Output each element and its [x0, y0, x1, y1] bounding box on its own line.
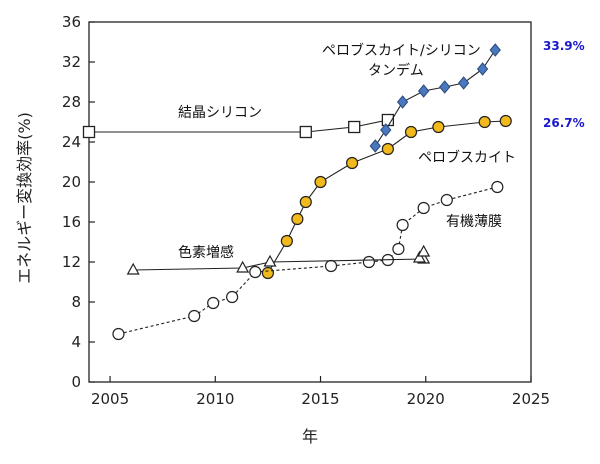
y-tick-label-8: 32 [62, 53, 81, 71]
text-layer: 結晶シリコン ペロブスカイト ペロブスカイト/シリコンタンデム 有機薄膜 色素増… [15, 39, 585, 446]
series-2-point-6 [476, 62, 489, 76]
series-1-point-0 [261, 266, 275, 280]
series-0-line [89, 119, 388, 133]
x-tick-label-2: 2015 [301, 390, 339, 408]
series-3-point-0 [112, 327, 125, 341]
y-tick-label-2: 8 [71, 293, 81, 311]
series-4-point-4 [412, 250, 426, 263]
value-label-perovskite: 26.7% [543, 116, 585, 130]
label-tandem: ペロブスカイト/シリコンタンデム [322, 42, 481, 79]
value-label-tandem: 33.9% [543, 39, 585, 53]
series-0 [82, 113, 395, 139]
series-4 [126, 244, 431, 275]
label-tandem-line-1: タンデム [368, 62, 424, 79]
series-3-point-8 [392, 242, 405, 256]
series-1-point-10 [499, 114, 512, 128]
y-tick-label-4: 16 [62, 213, 81, 231]
y-tick-label-0: 0 [71, 373, 81, 391]
x-tick-label-1: 2010 [196, 390, 234, 408]
y-tick-label-7: 28 [62, 93, 81, 111]
y-tick-label-3: 12 [62, 253, 81, 271]
series-2-point-5 [457, 76, 470, 90]
label-tandem-line-0: ペロブスカイト/シリコン [322, 42, 481, 59]
series-1-point-8 [432, 120, 445, 134]
y-tick-label-1: 4 [71, 333, 81, 351]
series-1 [261, 114, 512, 280]
series-1-point-5 [345, 156, 359, 170]
series-2-point-1 [380, 123, 392, 137]
series-0-point-0 [82, 125, 96, 139]
series-0-point-1 [299, 125, 312, 139]
series-2-point-3 [418, 84, 430, 98]
series-1-point-9 [478, 115, 491, 129]
series-0-point-2 [348, 120, 361, 134]
series-3-point-5 [324, 259, 338, 273]
series-3-point-3 [226, 290, 239, 304]
series-1-point-6 [381, 142, 394, 156]
y-tick-label-9: 36 [62, 13, 81, 31]
plot-frame [88, 21, 532, 383]
y-axis-title: エネルギー変換効率(%) [15, 112, 34, 284]
series-1-point-3 [299, 195, 312, 209]
x-tick-label-0: 2005 [91, 390, 129, 408]
series-3-point-10 [417, 201, 430, 215]
series-3-point-9 [396, 218, 409, 232]
x-tick-label-3: 2020 [407, 390, 445, 408]
x-tick-label-4: 2025 [512, 390, 550, 408]
y-tick-label-6: 24 [62, 133, 81, 151]
axes: 0 4 8 12 16 20 24 28 32 36 2005 2010 2015 2020 2025 [62, 13, 550, 408]
label-organic-thin-film: 有機薄膜 [446, 214, 502, 230]
label-dye-sensitized: 色素増感 [178, 244, 234, 261]
series-3-point-4 [249, 265, 262, 279]
x-axis-title: 年 [302, 427, 318, 446]
series-1-point-4 [314, 175, 327, 189]
series-2-point-4 [439, 80, 451, 94]
y-tick-label-5: 20 [62, 173, 81, 191]
label-crystalline-silicon: 結晶シリコン [178, 105, 262, 121]
series-1-point-7 [404, 125, 418, 139]
series-layer [82, 43, 512, 341]
series-3-line [118, 186, 498, 335]
series-4-point-5 [417, 244, 431, 257]
series-2-point-0 [369, 139, 381, 153]
label-perovskite: ペロブスカイト [418, 149, 516, 166]
series-2-point-7 [489, 43, 501, 57]
series-4-point-1 [236, 260, 250, 273]
series-3-point-1 [188, 309, 201, 323]
series-3-point-2 [207, 296, 220, 310]
series-1-point-2 [291, 212, 304, 226]
series-2 [369, 43, 501, 153]
series-2-point-2 [396, 95, 409, 109]
series-3-point-6 [362, 255, 376, 269]
series-1-point-1 [280, 234, 293, 248]
series-4-point-0 [126, 262, 140, 275]
series-3-point-12 [491, 180, 504, 194]
series-3-point-11 [440, 193, 453, 207]
series-4-point-2 [263, 254, 277, 267]
